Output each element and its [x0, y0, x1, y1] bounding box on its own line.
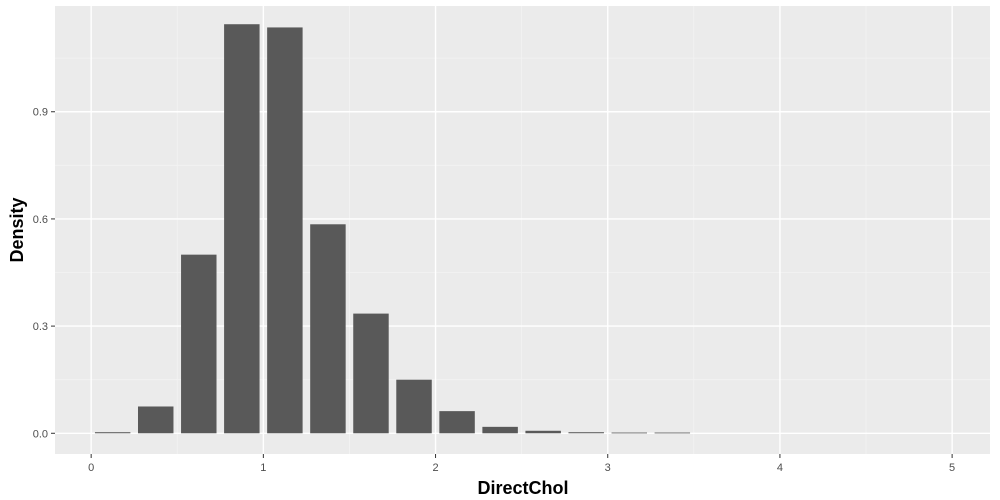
histogram-bar: [181, 254, 217, 434]
x-tick-label: 1: [260, 462, 266, 474]
histogram-bar: [439, 411, 475, 434]
y-tick-label: 0.6: [33, 214, 48, 226]
x-tick-label: 5: [949, 462, 955, 474]
histogram-bar: [396, 379, 432, 434]
histogram-bar: [224, 24, 260, 434]
histogram-bar: [353, 313, 389, 434]
histogram-bar: [310, 224, 346, 434]
y-axis: 0.0 0.3 0.6 0.9: [33, 107, 55, 440]
histogram-bar: [137, 406, 174, 434]
x-axis: 0 1 2 3 4 5: [88, 454, 955, 474]
y-axis-title: Density: [7, 197, 27, 262]
x-tick-label: 3: [605, 462, 611, 474]
histogram-bar: [525, 430, 561, 434]
histogram-bar: [654, 432, 691, 434]
y-tick-label: 0.9: [33, 107, 48, 119]
histogram-bar: [611, 432, 647, 434]
histogram-bar: [482, 426, 518, 434]
histogram-bar: [267, 27, 303, 434]
x-tick-label: 0: [88, 462, 94, 474]
y-tick-label: 0.0: [33, 428, 48, 440]
x-tick-label: 4: [777, 462, 783, 474]
x-tick-label: 2: [432, 462, 438, 474]
histogram-bar: [94, 432, 131, 434]
x-axis-title: DirectChol: [477, 478, 568, 498]
y-tick-label: 0.3: [33, 321, 48, 333]
minor-gridlines: [55, 6, 990, 454]
histogram-bars: [94, 24, 691, 434]
histogram-bar: [568, 432, 604, 434]
